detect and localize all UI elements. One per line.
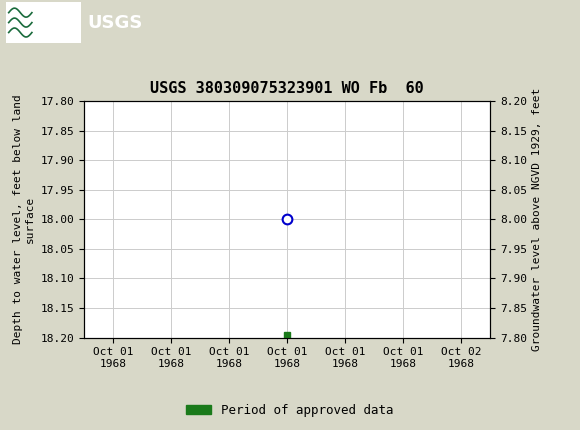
Bar	[6, 2, 81, 43]
Legend: Period of approved data: Period of approved data	[181, 399, 399, 421]
Title: USGS 380309075323901 WO Fb  60: USGS 380309075323901 WO Fb 60	[150, 81, 424, 96]
Y-axis label: Groundwater level above NGVD 1929, feet: Groundwater level above NGVD 1929, feet	[532, 88, 542, 351]
Y-axis label: Depth to water level, feet below land
surface: Depth to water level, feet below land su…	[13, 95, 35, 344]
Text: USGS: USGS	[87, 14, 142, 31]
